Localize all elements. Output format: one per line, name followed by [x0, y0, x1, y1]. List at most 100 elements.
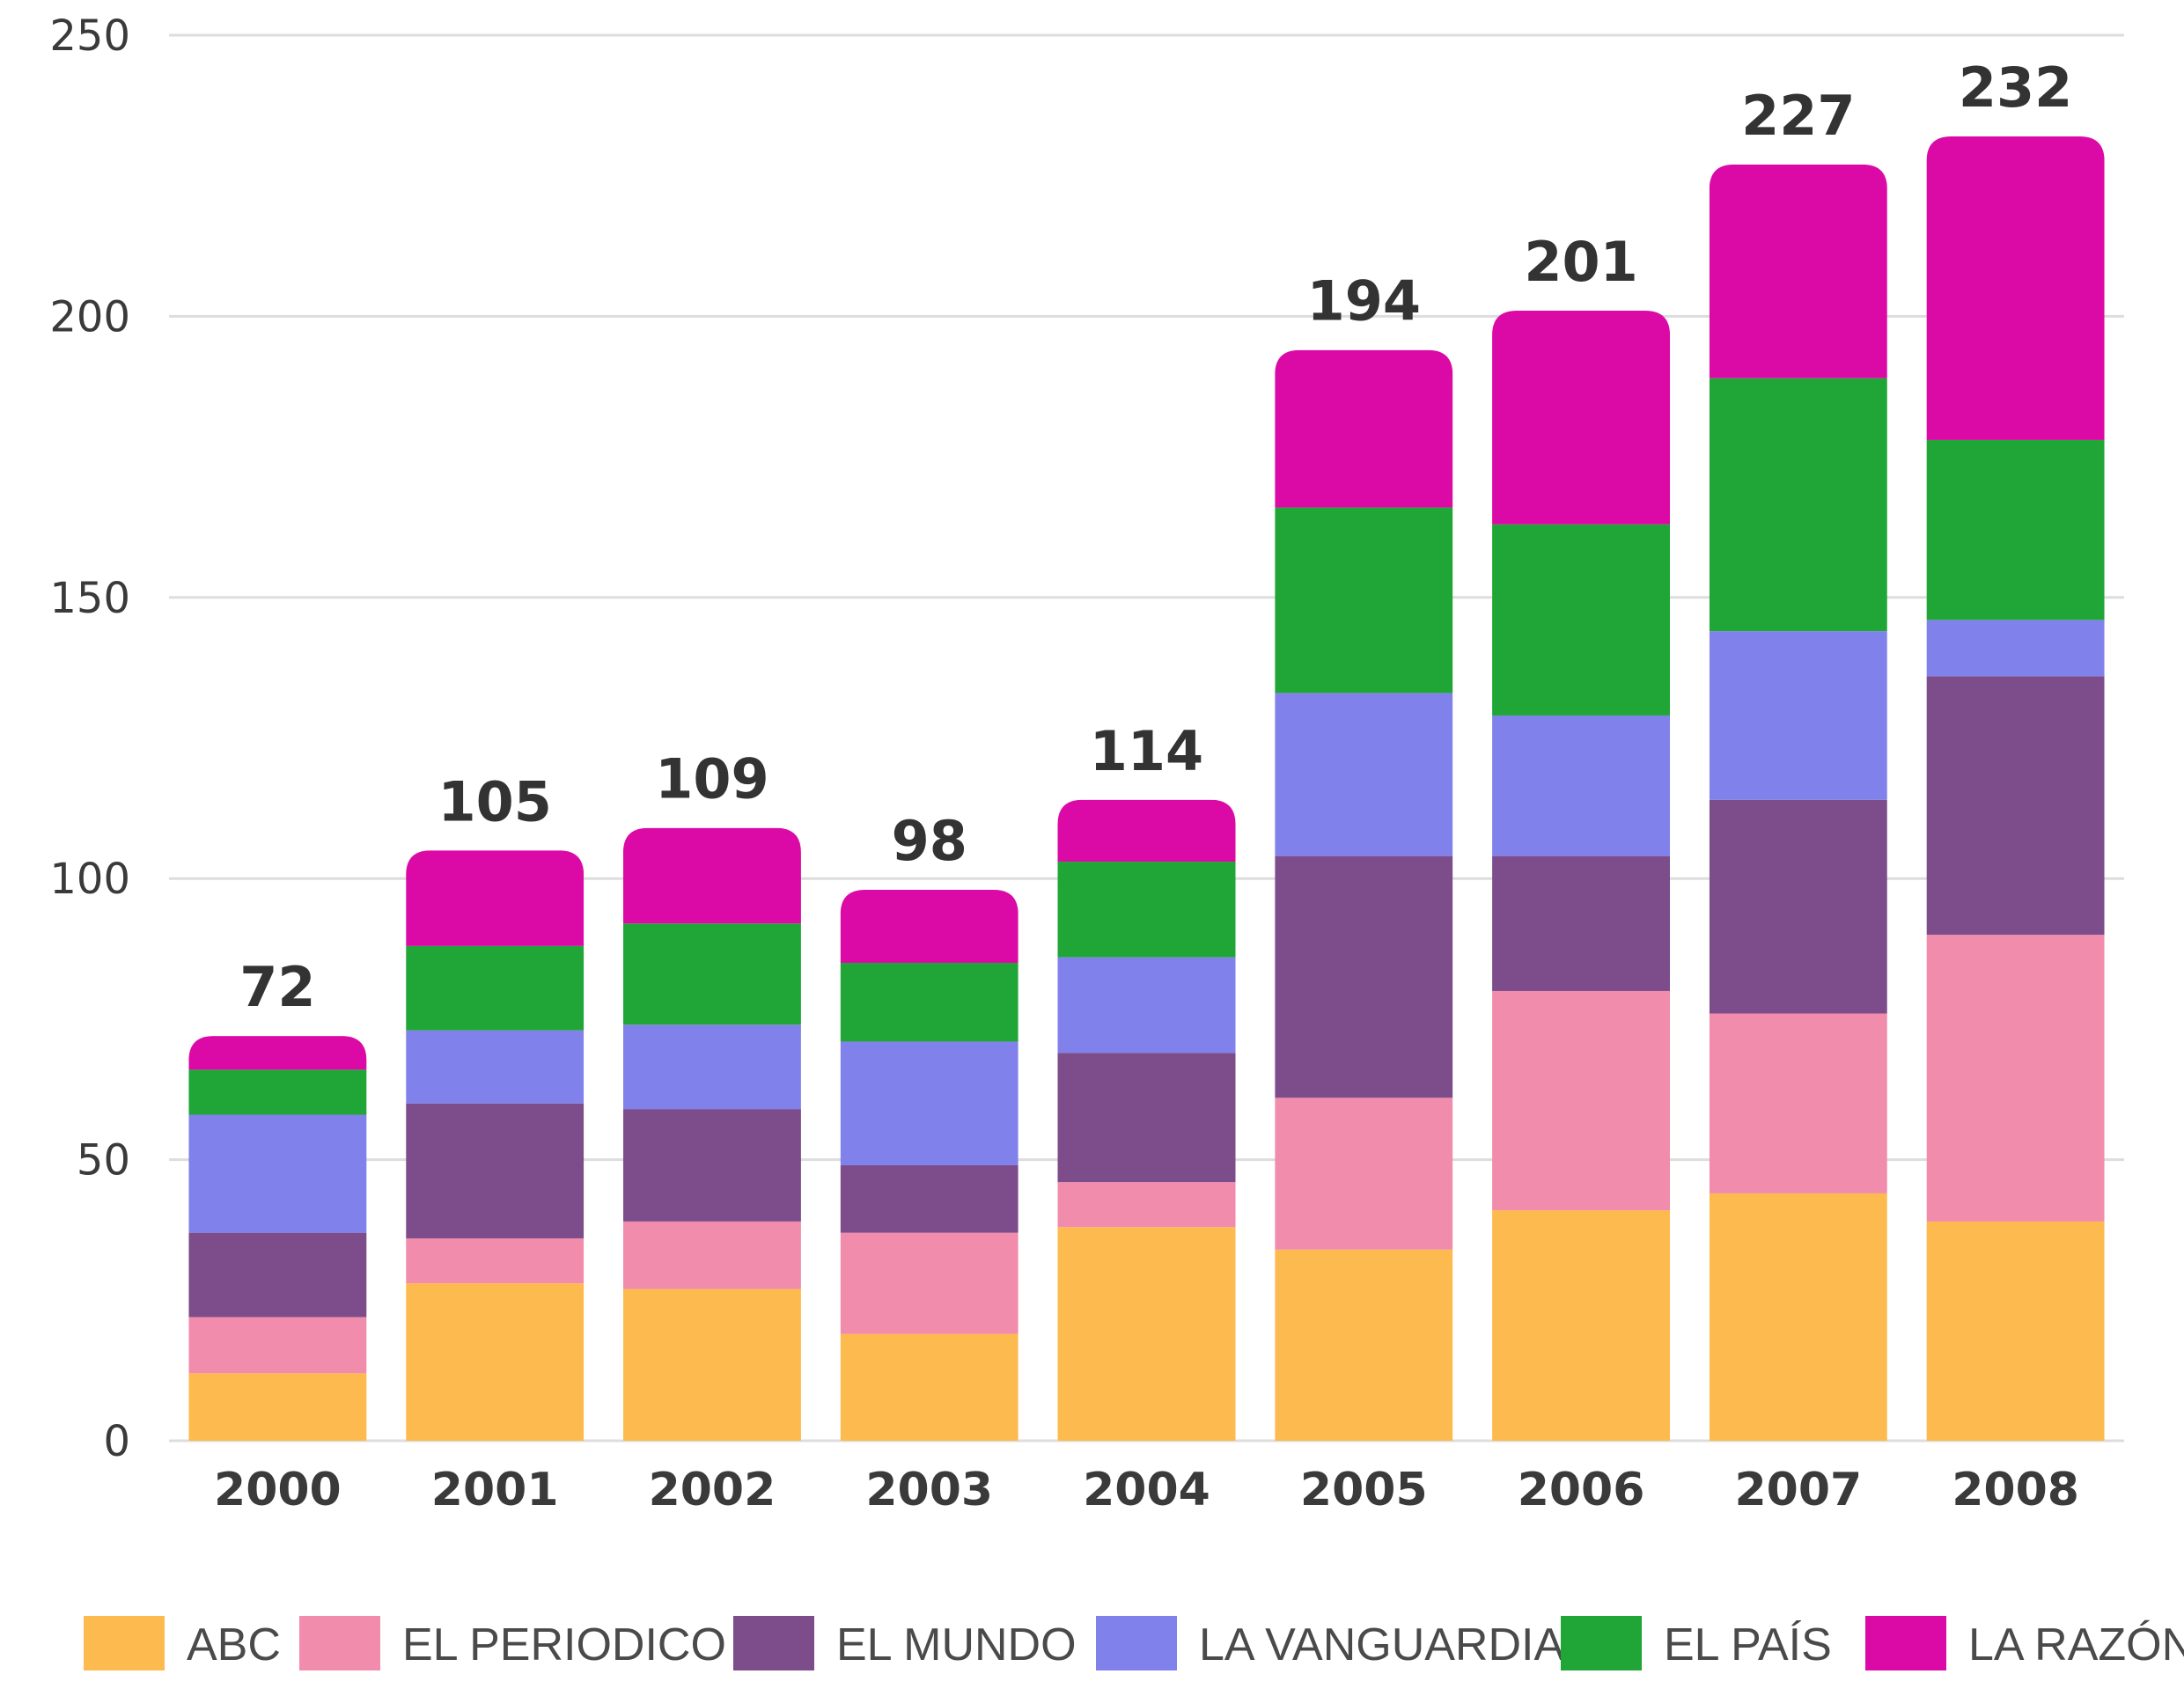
bar-segment [1057, 799, 1236, 863]
bar-segment [1057, 862, 1236, 958]
legend-swatch [299, 1616, 380, 1670]
total-label: 194 [1307, 269, 1421, 334]
legend-item: LA VANGUARDIA [1096, 1616, 1564, 1670]
x-tick-label: 2006 [1518, 1464, 1645, 1516]
x-axis: 2000 2001 2002 2003 2004 2005 2006 2007 2008 [214, 1464, 2079, 1516]
bar-stack-2002 [622, 827, 801, 1441]
bar-segment [1709, 164, 1887, 378]
bar-stack-2007 [1709, 164, 1887, 1441]
legend-swatch [1865, 1616, 1946, 1670]
bar-segment [1492, 311, 1671, 525]
bar-segment [1057, 1182, 1236, 1228]
bar-segment [188, 1317, 367, 1374]
y-tick-label: 250 [49, 11, 130, 61]
x-tick-label: 2005 [1300, 1464, 1428, 1516]
bar-segment [622, 1109, 801, 1222]
bar-segment [1926, 676, 2105, 936]
total-label: 109 [655, 747, 768, 811]
legend-swatch [733, 1616, 814, 1670]
bar-segment [188, 1232, 367, 1318]
bar-segment [1926, 935, 2105, 1222]
bar-segment [1275, 1249, 1453, 1441]
legend-item: EL MUNDO [733, 1616, 1077, 1670]
bar-segment [406, 1283, 585, 1441]
bar-segment [1275, 693, 1453, 856]
bar-segment [1275, 349, 1453, 508]
x-tick-label: 2008 [1952, 1464, 2079, 1516]
bar-segment [406, 1103, 585, 1239]
legend-swatch [84, 1616, 165, 1670]
bar-stack-2004 [1057, 799, 1236, 1441]
bar-segment [622, 1289, 801, 1441]
bar-segment [1057, 957, 1236, 1054]
x-tick-label: 2000 [214, 1464, 342, 1516]
bar-segment [1275, 855, 1453, 1098]
bar-segment [1275, 1098, 1453, 1250]
bar-segment [1275, 507, 1453, 694]
bar-segment [1057, 1227, 1236, 1441]
bar-segment [406, 1238, 585, 1284]
x-tick-label: 2004 [1083, 1464, 1210, 1516]
bar-segment [1492, 990, 1671, 1211]
total-label: 227 [1741, 84, 1855, 148]
bar-segment [840, 889, 1018, 964]
bar-segment [188, 1036, 367, 1070]
bars [188, 136, 2105, 1441]
bar-segment [1709, 1193, 1887, 1441]
bar-segment [622, 1221, 801, 1289]
bar-segment [1492, 715, 1671, 856]
x-tick-label: 2002 [649, 1464, 776, 1516]
legend: ABC EL PERIODICO EL MUNDO LA VANGUARDIA EL P… [84, 1616, 2184, 1670]
total-label: 72 [239, 955, 315, 1019]
bar-segment [188, 1373, 367, 1441]
total-label: 201 [1524, 230, 1637, 294]
bar-stack-2000 [188, 1036, 367, 1441]
legend-label: LA RAZÓN [1968, 1619, 2184, 1670]
bar-segment [1926, 1221, 2105, 1441]
legend-label: LA VANGUARDIA [1199, 1619, 1564, 1670]
bar-segment [188, 1069, 367, 1115]
bar-segment [1492, 524, 1671, 716]
bar-segment [622, 827, 801, 924]
bar-segment [406, 1030, 585, 1104]
y-tick-label: 200 [49, 292, 130, 341]
legend-label: EL PERIODICO [402, 1619, 726, 1670]
legend-swatch [1561, 1616, 1642, 1670]
y-tick-label: 150 [49, 574, 130, 623]
bar-segment [1709, 378, 1887, 632]
y-axis: 0 50 100 150 200 250 [49, 11, 130, 1466]
bar-segment [1926, 620, 2105, 677]
bar-stack-2005 [1275, 349, 1453, 1441]
bar-segment [622, 1024, 801, 1110]
bar-segment [406, 850, 585, 946]
bar-segment [1926, 439, 2105, 620]
legend-item: EL PAÍS [1561, 1616, 1832, 1670]
total-labels: 72 105 109 98 114 194 201 227 232 [239, 55, 2072, 1019]
y-tick-label: 50 [77, 1136, 130, 1186]
legend-label: EL PAÍS [1664, 1619, 1832, 1670]
legend-label: ABC [187, 1619, 281, 1670]
bar-segment [188, 1114, 367, 1233]
total-label: 114 [1090, 719, 1203, 783]
bar-segment [840, 1333, 1018, 1441]
bar-segment [840, 963, 1018, 1042]
bar-stack-2001 [406, 850, 585, 1441]
bar-segment [1709, 631, 1887, 800]
total-label: 105 [438, 769, 551, 833]
legend-label: EL MUNDO [836, 1619, 1077, 1670]
bar-stack-2006 [1492, 311, 1671, 1441]
y-tick-label: 100 [49, 855, 130, 904]
bar-segment [1492, 1210, 1671, 1441]
y-tick-label: 0 [103, 1417, 130, 1466]
bar-segment [1926, 136, 2105, 440]
x-tick-label: 2007 [1734, 1464, 1862, 1516]
bar-segment [840, 1232, 1018, 1334]
x-tick-label: 2003 [865, 1464, 993, 1516]
legend-item: ABC [84, 1616, 281, 1670]
bar-stack-2003 [840, 889, 1018, 1441]
bar-segment [406, 945, 585, 1031]
bar-segment [840, 1041, 1018, 1165]
legend-swatch [1096, 1616, 1177, 1670]
bar-segment [1709, 1013, 1887, 1193]
